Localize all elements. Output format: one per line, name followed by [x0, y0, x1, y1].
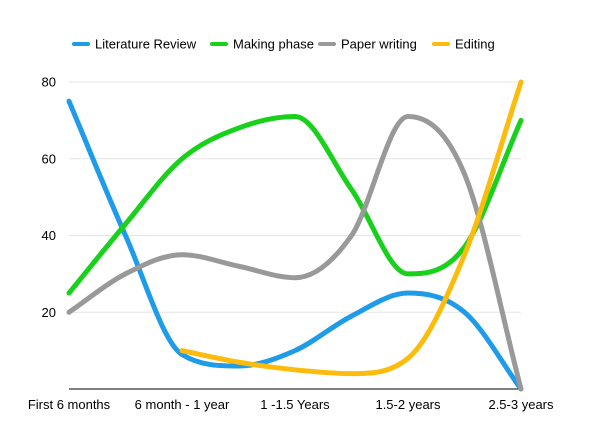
x-tick-label-first-6-months: First 6 months — [28, 397, 111, 412]
y-tick-label-80: 80 — [42, 75, 56, 90]
y-tick-label-40: 40 — [42, 228, 56, 243]
legend-label-paper-writing: Paper writing — [341, 37, 417, 52]
y-tick-label-20: 20 — [42, 305, 56, 320]
gridlines — [69, 81, 521, 390]
x-axis-ticks: First 6 months 6 month - 1 year 1 -1.5 Yea… — [28, 397, 554, 412]
legend-label-literature-review: Literature Review — [95, 37, 197, 52]
series-line-literature-review — [66, 98, 524, 392]
y-axis-ticks: 20 40 60 80 — [42, 75, 56, 320]
legend: Literature Review Making phase Paper writi… — [72, 37, 495, 52]
y-tick-label-60: 60 — [42, 151, 56, 166]
series-line-making-phase — [66, 114, 524, 296]
series-lines — [66, 79, 524, 392]
x-tick-label-1-1-5-years: 1 -1.5 Years — [260, 397, 330, 412]
x-tick-label-1-5-2-years: 1.5-2 years — [375, 397, 441, 412]
x-tick-label-6-month-1-year: 6 month - 1 year — [135, 397, 230, 412]
series-line-editing — [179, 79, 524, 377]
legend-label-making-phase: Making phase — [233, 37, 314, 52]
series-line-paper-writing — [66, 114, 524, 392]
legend-label-editing: Editing — [455, 37, 495, 52]
x-tick-label-2-5-3-years: 2.5-3 years — [488, 397, 554, 412]
